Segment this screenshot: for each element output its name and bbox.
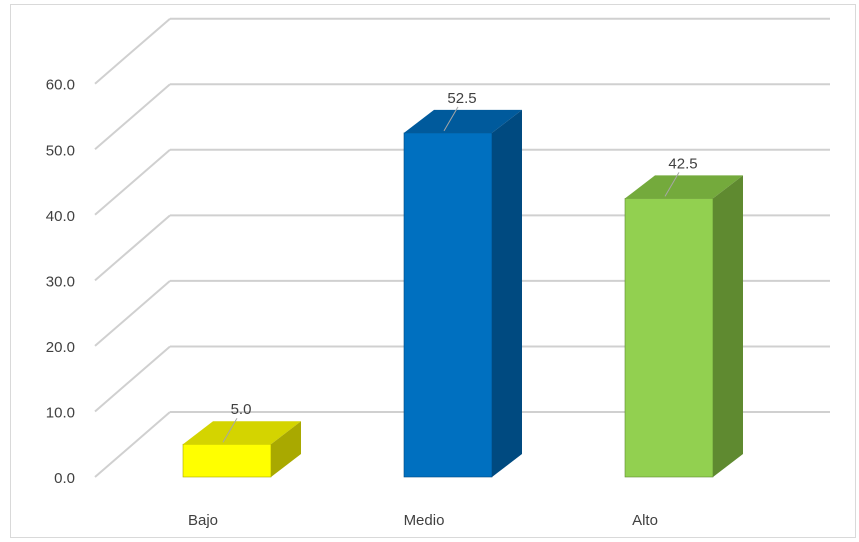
category-label: Medio	[404, 512, 445, 529]
bars	[182, 109, 743, 478]
bar-top-face	[183, 421, 301, 445]
gridline-diagonal	[94, 17, 171, 85]
bar-side-face	[271, 421, 301, 477]
data-label-leader	[443, 106, 459, 132]
gridline-diagonal	[94, 149, 171, 216]
y-tick-label: 40.0	[46, 208, 75, 225]
bar-top-face	[625, 175, 743, 199]
y-tick-label: 10.0	[46, 404, 75, 421]
y-tick-label: 20.0	[46, 339, 75, 356]
y-tick-label: 0.0	[54, 470, 75, 487]
data-label: 42.5	[668, 155, 697, 172]
gridline-diagonal	[94, 280, 171, 347]
data-label: 5.0	[231, 401, 252, 418]
gridline-diagonal	[94, 83, 171, 151]
bar-front-face	[624, 198, 714, 478]
bar-top-face	[404, 109, 522, 133]
data-label-leader	[222, 417, 238, 443]
bar-alto	[624, 175, 743, 478]
bar-bajo	[182, 421, 301, 478]
bar-front-face	[182, 443, 272, 478]
y-tick-label: 60.0	[46, 77, 75, 94]
category-labels: Bajo Medio Alto	[188, 512, 658, 529]
data-labels: 5.0 52.5 42.5	[222, 90, 698, 443]
y-tick-label: 50.0	[46, 142, 75, 159]
bar-front-face	[403, 132, 493, 478]
bar-medio	[403, 109, 522, 478]
category-label: Bajo	[188, 512, 218, 529]
bar-side-face	[492, 109, 522, 478]
data-label: 52.5	[447, 90, 476, 107]
bar-side-face	[713, 175, 743, 477]
gridline-diagonal	[94, 345, 171, 413]
y-tick-label: 30.0	[46, 273, 75, 290]
gridline-diagonal	[94, 214, 171, 282]
data-label-leader	[664, 172, 680, 197]
gridline-diagonal	[94, 411, 171, 478]
category-label: Alto	[632, 512, 658, 529]
y-axis-ticks: 0.0 10.0 20.0 30.0 40.0 50.0 60.0	[46, 77, 75, 487]
